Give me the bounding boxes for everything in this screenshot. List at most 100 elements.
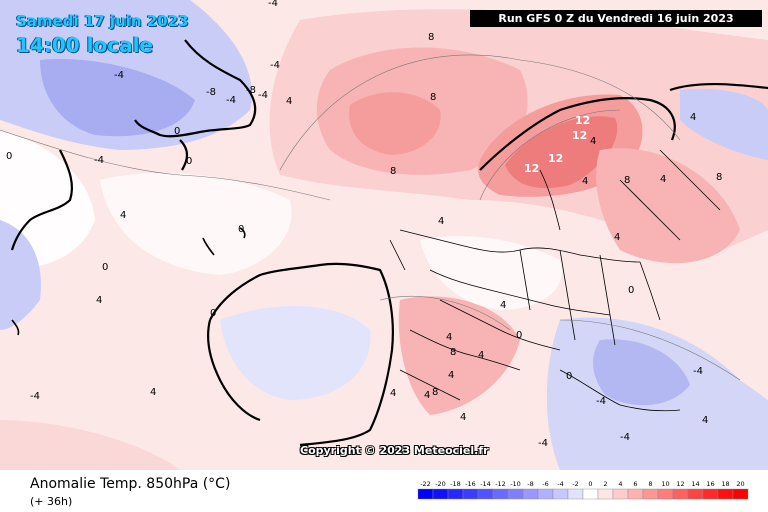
contour-label: 0 xyxy=(186,156,192,167)
copyright: Copyright © 2023 Meteociel.fr xyxy=(300,444,489,457)
contour-label: 4 xyxy=(690,112,696,123)
legend-tick-label: -16 xyxy=(465,480,476,488)
legend-tick-label: -6 xyxy=(542,480,548,488)
contour-label: 0 xyxy=(628,285,634,296)
legend-swatch xyxy=(552,488,569,500)
contour-label: 4 xyxy=(438,216,444,227)
legend-swatch xyxy=(492,488,509,500)
contour-label: 8 xyxy=(428,32,434,43)
contour-label: 8 xyxy=(450,347,456,358)
variable-title: Anomalie Temp. 850hPa (°C) xyxy=(30,476,231,492)
run-info: Run GFS 0 Z du Vendredi 16 juin 2023 xyxy=(470,10,762,27)
legend-swatch xyxy=(447,488,464,500)
legend-tick-label: 14 xyxy=(691,480,699,488)
contour-label: 0 xyxy=(6,151,12,162)
contour-label: -4 xyxy=(268,0,278,9)
contour-label: -4 xyxy=(596,396,606,407)
contour-label: -4 xyxy=(258,90,268,101)
legend-swatch xyxy=(582,488,599,500)
contour-label: 0 xyxy=(238,224,244,235)
contour-label: 4 xyxy=(478,350,484,361)
contour-label: 8 xyxy=(624,175,630,186)
contour-label: 0 xyxy=(102,262,108,273)
legend-swatch xyxy=(462,488,479,500)
hot-contour-label: 12 xyxy=(572,129,587,142)
contour-label: 4 xyxy=(96,295,102,306)
legend-swatch xyxy=(507,488,524,500)
legend-tick-label: 2 xyxy=(603,480,607,488)
contour-label: 4 xyxy=(120,210,126,221)
legend-swatch xyxy=(672,488,689,500)
legend-tick-label: -10 xyxy=(510,480,521,488)
legend-tick-label: 10 xyxy=(661,480,669,488)
contour-label: 8 xyxy=(430,92,436,103)
legend-swatch xyxy=(657,488,674,500)
footer: Anomalie Temp. 850hPa (°C) (+ 36h) -2 2 -2… xyxy=(0,470,768,512)
legend-swatch xyxy=(717,488,734,500)
contour-label: 4 xyxy=(424,390,430,401)
contour-label: 4 xyxy=(500,300,506,311)
contour-label: 0 xyxy=(210,308,216,319)
contour-label: -4 xyxy=(30,391,40,402)
legend-swatch xyxy=(522,488,539,500)
hot-contour-label: 12 xyxy=(524,162,539,175)
contour-label: 4 xyxy=(460,412,466,423)
legend-swatch xyxy=(477,488,494,500)
legend-tick-label: -18 xyxy=(450,480,461,488)
contour-label: 0 xyxy=(174,126,180,137)
legend-swatch xyxy=(612,488,629,500)
contour-label: -8 xyxy=(246,85,256,96)
legend-tick-label: 18 xyxy=(721,480,729,488)
contour-label: 0 xyxy=(516,330,522,341)
legend-swatch xyxy=(537,488,554,500)
contour-label: 4 xyxy=(286,96,292,107)
isotherms xyxy=(0,54,741,381)
legend-tick-label: 8 xyxy=(648,480,652,488)
valid-date: Samedi 17 juin 2023 xyxy=(16,12,189,30)
legend-swatch xyxy=(432,488,449,500)
legend-swatch xyxy=(702,488,719,500)
legend-tick-label: -2 xyxy=(572,480,578,488)
contour-label: 4 xyxy=(660,174,666,185)
hot-contour-label: 12 xyxy=(548,152,563,165)
contour-label: 4 xyxy=(390,388,396,399)
hot-labels: 12 12 12 12 xyxy=(524,114,590,175)
valid-time: 14:00 locale xyxy=(16,33,153,57)
contour-label: -4 xyxy=(620,432,630,443)
legend-tick-label: -12 xyxy=(495,480,506,488)
hot-contour-label: 12 xyxy=(575,114,590,127)
contour-label: -4 xyxy=(270,60,280,71)
legend-swatch xyxy=(597,488,614,500)
contour-label: 4 xyxy=(448,370,454,381)
legend-swatch xyxy=(567,488,584,500)
contour-label: 8 xyxy=(390,166,396,177)
legend-tick-label: -8 xyxy=(527,480,533,488)
borders xyxy=(389,149,721,412)
forecast-offset: (+ 36h) xyxy=(30,495,73,508)
weather-map: -4 -4 -8 -4 -8 -4 -4 -4 0 0 0 4 8 8 8 8 4 4 0 4 0 0 4 4 4 0 0 -4 4 4 4… xyxy=(0,0,768,470)
contour-label: -4 xyxy=(114,70,124,81)
legend-tick-label: -20 xyxy=(435,480,446,488)
contour-label: -4 xyxy=(693,366,703,377)
legend-tick-label: 6 xyxy=(633,480,637,488)
legend-tick-label: 20 xyxy=(736,480,744,488)
legend-tick-label: 12 xyxy=(676,480,684,488)
contour-label: 4 xyxy=(446,332,452,343)
legend-swatch xyxy=(417,488,434,500)
contour-label: -4 xyxy=(94,155,104,166)
legend-swatch xyxy=(642,488,659,500)
contour-label: -8 xyxy=(206,87,216,98)
legend-tick-label: -4 xyxy=(557,480,563,488)
legend-tick-label: 4 xyxy=(618,480,622,488)
contour-label: 4 xyxy=(590,136,596,147)
legend-swatch xyxy=(687,488,704,500)
contour-label: 4 xyxy=(582,176,588,187)
contour-label: -4 xyxy=(538,438,548,449)
legend-swatch xyxy=(732,488,749,500)
legend-tick-label: 16 xyxy=(706,480,714,488)
contour-label: 4 xyxy=(702,415,708,426)
contour-label: 4 xyxy=(614,232,620,243)
legend-tick-label: 0 xyxy=(588,480,592,488)
